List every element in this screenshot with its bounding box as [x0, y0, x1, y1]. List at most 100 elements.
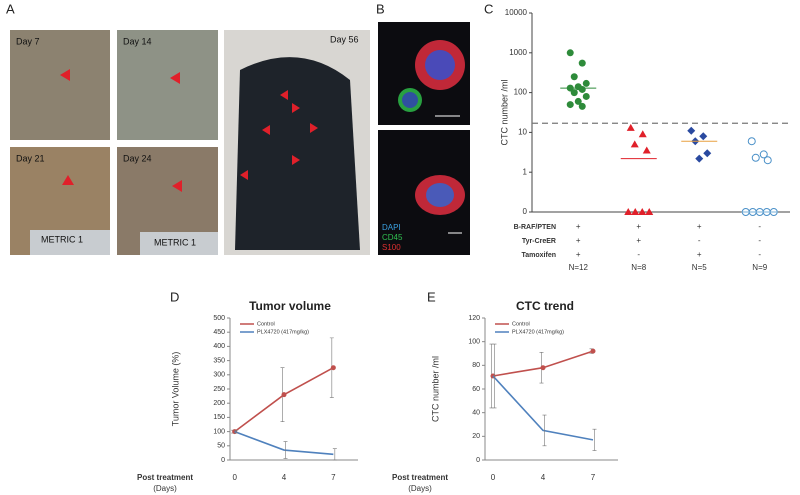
panel-label: B — [376, 1, 385, 16]
x-tick-label: 7 — [331, 473, 336, 482]
table-cell: + — [636, 222, 641, 231]
table-cell: + — [636, 236, 641, 245]
x-axis-label: (Days) — [153, 484, 177, 493]
day-label: Day 24 — [123, 153, 152, 163]
y-tick-label: 400 — [213, 343, 225, 350]
x-tick-label: 4 — [282, 473, 287, 482]
error-bar — [283, 441, 288, 459]
legend-label: Control — [512, 321, 530, 327]
day-label: Day 7 — [16, 36, 40, 46]
y-tick-label: 0 — [523, 207, 528, 216]
y-tick-label: 350 — [213, 357, 225, 364]
y-tick-label: 250 — [213, 386, 225, 393]
line — [234, 366, 334, 433]
y-tick-label: 60 — [472, 386, 480, 393]
panel-label: D — [170, 289, 179, 304]
panel-label: C — [484, 1, 493, 16]
error-bar — [234, 429, 239, 434]
day-label: Day 21 — [16, 153, 45, 163]
point — [645, 208, 654, 215]
point — [699, 132, 708, 141]
y-tick-label: 100 — [514, 88, 528, 97]
legend-label: PLX4720 (417mg/kg) — [257, 329, 309, 335]
nucleus — [402, 92, 418, 108]
y-tick-label: 1000 — [509, 48, 527, 57]
point — [566, 49, 574, 57]
row-label: Tyr-CreER — [522, 238, 556, 245]
table-cell: - — [637, 250, 640, 259]
point — [687, 126, 696, 135]
y-tick-label: 500 — [213, 315, 225, 322]
point — [703, 149, 712, 158]
photos-a: METRIC 1 METRIC 1 Day 7 Day 14 Day 21 Da… — [10, 30, 370, 255]
y-axis-label: CTC number /ml — [430, 356, 440, 422]
point — [582, 79, 590, 87]
y-tick-label: 10 — [518, 128, 527, 137]
point — [642, 146, 651, 154]
y-tick-label: 150 — [213, 414, 225, 421]
point — [630, 140, 639, 148]
photo — [117, 30, 218, 140]
table-cell: + — [697, 222, 702, 231]
stain-label: S100 — [382, 243, 401, 252]
y-tick-label: 300 — [213, 372, 225, 379]
table-cell: + — [576, 236, 581, 245]
panel-label: A — [6, 1, 15, 16]
x-tick-label: 0 — [491, 473, 496, 482]
ruler — [140, 232, 218, 255]
table-cell: - — [698, 236, 701, 245]
legend-label: Control — [257, 321, 275, 327]
panel-label: E — [427, 289, 436, 304]
point — [763, 156, 772, 165]
point — [574, 97, 582, 105]
point — [631, 208, 640, 215]
legend-label: PLX4720 (417mg/kg) — [512, 329, 564, 335]
point — [330, 365, 336, 371]
y-tick-label: 80 — [472, 362, 480, 369]
photos-b: DAPI CD45 S100 — [378, 22, 470, 255]
point — [570, 73, 578, 81]
chart-title: CTC trend — [516, 299, 574, 313]
table-cell: + — [576, 222, 581, 231]
group-label: N=12 — [569, 263, 589, 272]
photo — [10, 30, 110, 140]
point — [590, 348, 596, 354]
point — [578, 85, 586, 93]
point — [582, 92, 590, 100]
group-label: N=8 — [631, 263, 646, 272]
point — [566, 101, 574, 109]
y-tick-label: 40 — [472, 410, 480, 417]
table-cell: + — [697, 250, 702, 259]
ruler-text: METRIC 1 — [154, 237, 196, 247]
point — [624, 208, 633, 215]
y-tick-label: 200 — [213, 400, 225, 407]
error-bar — [492, 343, 497, 409]
stain-label: DAPI — [382, 223, 401, 232]
day-label: Day 56 — [330, 34, 359, 44]
group-label: N=9 — [752, 263, 767, 272]
nucleus — [426, 183, 454, 207]
point — [638, 208, 647, 215]
y-tick-label: 100 — [468, 339, 480, 346]
row-label: Tamoxifen — [522, 252, 557, 259]
point — [759, 150, 768, 159]
table-cell: - — [758, 250, 761, 259]
error-bar — [592, 428, 597, 451]
y-tick-label: 100 — [213, 428, 225, 435]
stain-label: CD45 — [382, 233, 403, 242]
y-tick-label: 120 — [468, 315, 480, 322]
x-axis-label: Post treatment — [392, 473, 448, 482]
line — [492, 350, 594, 377]
point — [540, 365, 546, 371]
line — [234, 430, 334, 456]
x-tick-label: 4 — [541, 473, 546, 482]
table-cell: + — [576, 250, 581, 259]
error-bar — [332, 448, 337, 461]
point — [281, 392, 287, 398]
x-tick-label: 7 — [591, 473, 596, 482]
point — [626, 123, 635, 131]
y-tick-label: 1 — [523, 167, 528, 176]
point — [751, 153, 760, 162]
point — [578, 102, 586, 110]
